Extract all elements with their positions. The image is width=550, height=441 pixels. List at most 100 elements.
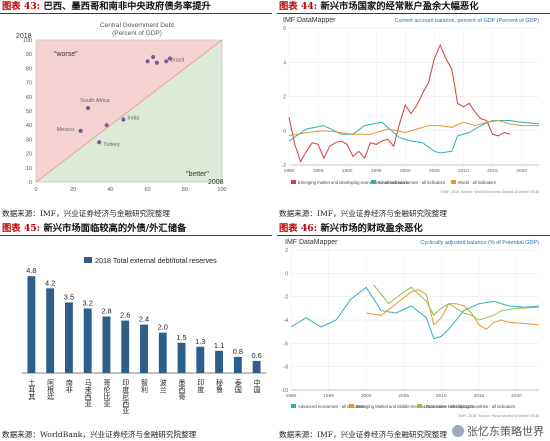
legend-label: Advanced economies - all indicators <box>378 180 445 185</box>
data-label: 4.2 <box>45 278 55 287</box>
data-label: 2.6 <box>120 311 130 320</box>
category-label: 智利 <box>141 378 149 393</box>
data-point <box>121 117 126 122</box>
y-tick-label: -2 <box>284 295 289 301</box>
x-tick-label: 0 <box>34 187 37 193</box>
footnote: ©IMF, 2018, Source: World Economic Outlo… <box>441 190 539 194</box>
chart-title: Current account balance, percent of GDP … <box>395 18 540 24</box>
category-label: 南非 <box>65 378 73 394</box>
data-point <box>151 54 156 60</box>
data-label: 2.0 <box>158 323 168 332</box>
category-label: 马来西亚 <box>84 379 92 407</box>
data-label: 2.8 <box>101 307 111 316</box>
series-line <box>288 119 539 137</box>
watermark: 张忆东策略世界 <box>452 423 544 439</box>
worse-label: "worse" <box>54 51 78 58</box>
diagonal-line <box>35 39 223 183</box>
debt-scatter-chart: Central Government Debt(Percent of GDP) 2… <box>16 22 227 193</box>
data-point <box>104 123 109 128</box>
data-label: 1.3 <box>195 337 205 346</box>
figure-source: 数据来源：IMF，兴业证券经济与金融研究院整理 <box>279 209 447 218</box>
series-line <box>290 286 540 340</box>
x-tick-label: 1990 <box>342 168 353 174</box>
y-tick-label: 30 <box>26 137 32 143</box>
x-tick-label: 2020 <box>516 168 527 174</box>
x-tick-label: 1990 <box>286 393 297 399</box>
category-label: 泰国 <box>234 378 242 394</box>
y-tick-label: 0 <box>283 129 286 135</box>
bar <box>196 346 205 373</box>
chart-title: Central Government Debt <box>100 22 174 29</box>
chart-title: Cyclically adjusted balance (% of Potent… <box>420 240 539 246</box>
legend-label: 2018 Total external debt/total reserves <box>95 256 217 265</box>
footnote: ©IMF, 2018, Source: Fiscal Monitor (Octo… <box>458 414 539 418</box>
y-tick-label: 10 <box>26 166 32 172</box>
point-label: South Africa <box>80 98 111 104</box>
y-tick-label: 90 <box>26 52 32 58</box>
bar <box>140 324 148 373</box>
data-label: 2.4 <box>139 315 149 324</box>
panel-title: 图表 45: 新兴市场面临较高的外债/外汇储备 <box>0 222 272 236</box>
x-tick-label: 2005 <box>429 168 440 174</box>
chart-panel-debt: 图表 43: 巴西、墨西哥和南非中央政府债务率提升 Central Govern… <box>0 0 272 220</box>
y-tick-label: -8 <box>284 365 289 371</box>
data-label: 3.5 <box>64 292 74 301</box>
better-label: "better" <box>186 171 209 178</box>
series-line <box>288 43 511 163</box>
legend-swatch <box>417 404 422 408</box>
category-label: 阿根廷 <box>47 378 55 401</box>
x-tick-label: 40 <box>107 187 113 193</box>
figure-tag: 图表 43: <box>2 1 41 12</box>
x-tick-label: 1995 <box>323 393 334 399</box>
figure-tag: 图表 45: <box>2 223 41 234</box>
x-tick-label: 20 <box>70 187 76 193</box>
x-tick-label: 2015 <box>487 168 498 174</box>
legend-swatch <box>349 404 354 408</box>
y-tick-label: 2 <box>285 248 288 254</box>
category-label: 秘鲁 <box>216 378 224 394</box>
data-point <box>145 59 150 64</box>
point-label: India <box>127 116 140 122</box>
figure-title: 新兴市场的财政盈余恶化 <box>320 223 423 234</box>
figure-source: 数据来源：WorldBank，兴业证券经济与金融研究院整理 <box>2 430 197 439</box>
legend-label: Low-Income Developing Countries - all in… <box>424 404 515 409</box>
y-tick-label: -10 <box>281 388 288 394</box>
data-label: 1.1 <box>214 341 224 350</box>
x-tick-label: 2015 <box>474 393 485 399</box>
data-label: 0.8 <box>233 347 243 356</box>
data-label: 4.8 <box>26 266 36 275</box>
bar <box>27 276 36 373</box>
point-label: Mexico <box>57 127 74 133</box>
figure-tag: 图表 44: <box>279 1 318 12</box>
bar <box>83 308 92 373</box>
legend-label: Emerging Market and Middle-Income Econom… <box>356 404 474 409</box>
legend-label: World - all indicators <box>458 180 496 185</box>
bar <box>102 316 111 373</box>
figure-title: 新兴市场面临较高的外债/外汇储备 <box>43 223 187 234</box>
y-tick-label: 0 <box>29 180 32 186</box>
panel-title: 图表 44: 新兴市场国家的经常账户盈余大幅恶化 <box>277 0 550 14</box>
figure-tag: 图表 46: <box>279 223 318 234</box>
bar <box>233 356 242 373</box>
x-tick-label: 100 <box>217 187 226 193</box>
data-point <box>164 59 169 64</box>
y-tick-label: 50 <box>26 109 32 115</box>
legend-label: Advanced economies - all indicators <box>298 404 365 409</box>
bar <box>64 302 73 373</box>
chart-panel-external-debt: 图表 45: 新兴市场面临较高的外债/外汇储备 2018 Total exter… <box>0 222 272 441</box>
chart-panel-fiscal-balance: 图表 46: 新兴市场的财政盈余恶化 IMF DataMapper Cyclica… <box>277 222 550 441</box>
x-tick-label: 2000 <box>400 168 411 174</box>
external-debt-bar-chart: 2018 Total external debt/total reserves 4… <box>22 256 266 414</box>
category-label: 印度尼西亚 <box>122 379 130 414</box>
x-tick-label: 2000 <box>361 393 372 399</box>
fiscal-balance-chart: IMF DataMapper Cyclically adjusted balanc… <box>281 239 540 418</box>
bar <box>158 332 167 373</box>
x-tick-label: 2010 <box>458 168 469 174</box>
data-point <box>78 128 83 133</box>
figure-source: 数据来源：IMF，兴业证券经济与金融研究院整理 <box>2 209 170 218</box>
y-tick-label: 60 <box>26 95 32 101</box>
data-point <box>85 106 91 111</box>
plot-frame <box>35 39 223 183</box>
watermark-text: 张忆东策略世界 <box>467 425 544 438</box>
y-tick-label: -4 <box>284 318 289 324</box>
